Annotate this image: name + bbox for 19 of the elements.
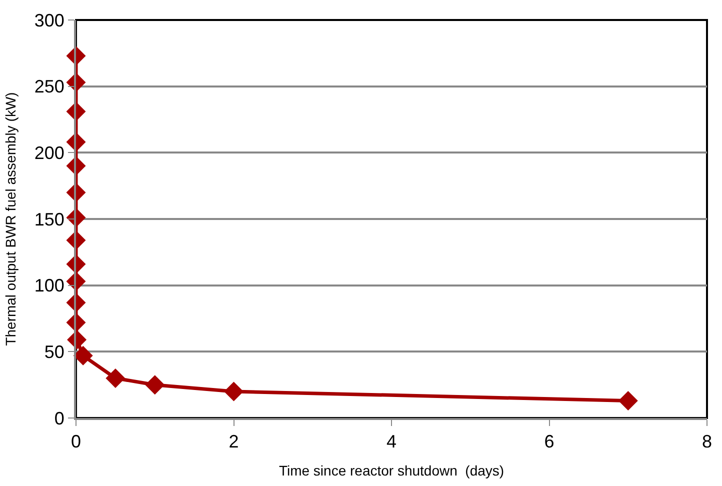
x-tick-label: 2 — [228, 432, 239, 452]
y-tick-label: 0 — [54, 408, 64, 428]
x-tick-label: 8 — [702, 432, 712, 452]
x-axis-title: Time since reactor shutdown (days) — [278, 462, 504, 478]
y-tick-label: 50 — [44, 342, 64, 362]
point — [145, 375, 165, 395]
x-tick-label: 0 — [70, 432, 82, 452]
point — [618, 391, 638, 410]
y-tick-label: 300 — [34, 10, 64, 30]
x-tick-label: 6 — [544, 432, 554, 452]
point — [224, 382, 244, 402]
x-tick-label: 4 — [386, 432, 397, 452]
y-tick-label: 100 — [34, 276, 64, 296]
y-tick-label: 250 — [34, 76, 64, 97]
point — [106, 368, 126, 388]
y-axis-title: Thermal output BWR fuel assembly (kW) — [2, 92, 18, 346]
y-tick-label: 200 — [34, 142, 64, 163]
point — [73, 346, 93, 366]
y-tick-label: 150 — [34, 209, 64, 230]
